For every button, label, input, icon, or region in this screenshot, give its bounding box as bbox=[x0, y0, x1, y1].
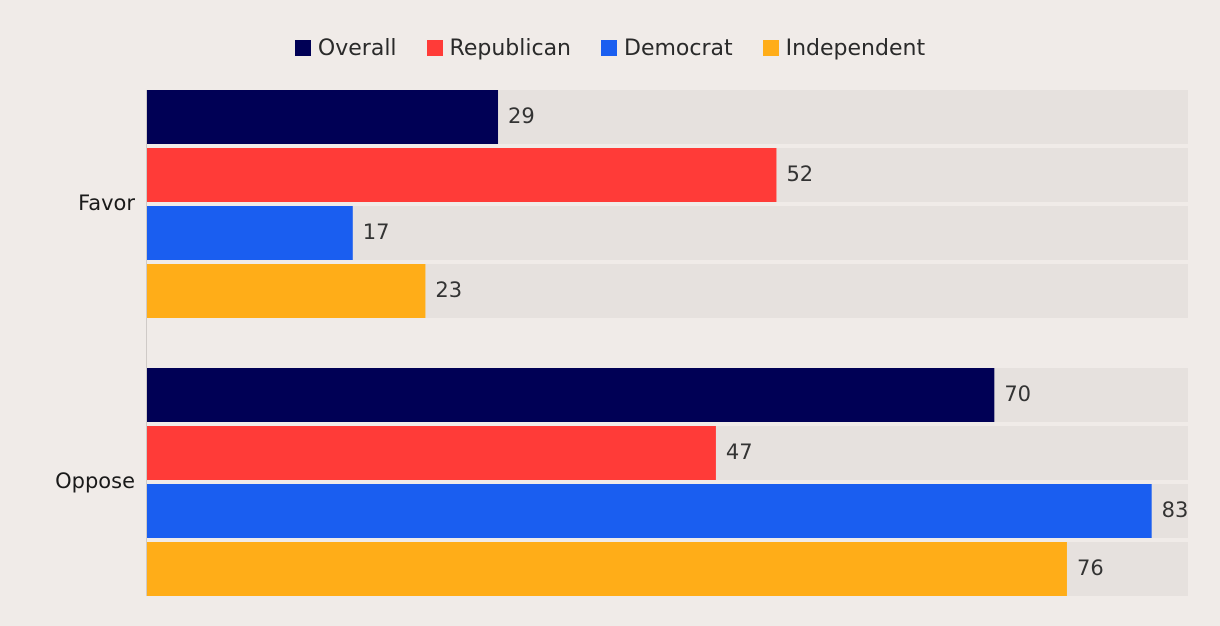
bar-oppose-overall bbox=[147, 368, 995, 422]
legend-label-republican: Republican bbox=[449, 35, 571, 61]
value-label-favor-democrat: 17 bbox=[363, 220, 390, 244]
legend-item-republican: Republican bbox=[426, 35, 571, 61]
bar-favor-democrat bbox=[147, 206, 353, 260]
value-label-oppose-democrat: 83 bbox=[1162, 498, 1189, 522]
bar-favor-overall bbox=[147, 90, 499, 144]
bar-oppose-independent bbox=[147, 542, 1067, 596]
legend-item-independent: Independent bbox=[762, 35, 926, 61]
legend-item-democrat: Democrat bbox=[601, 36, 733, 61]
legend-swatch-independent bbox=[762, 40, 779, 56]
legend-label-overall: Overall bbox=[317, 35, 397, 61]
value-label-favor-overall: 29 bbox=[508, 104, 535, 128]
category-label-oppose: Oppose bbox=[55, 469, 135, 493]
value-label-oppose-independent: 76 bbox=[1077, 556, 1104, 580]
legend-swatch-overall bbox=[294, 40, 311, 56]
legend-label-democrat: Democrat bbox=[624, 35, 733, 61]
value-label-oppose-overall: 70 bbox=[1004, 382, 1031, 406]
bar-favor-independent bbox=[147, 264, 426, 318]
bar-favor-republican bbox=[147, 148, 777, 202]
value-label-favor-republican: 52 bbox=[786, 162, 813, 186]
legend-label-independent: Independent bbox=[785, 35, 926, 61]
legend-swatch-republican bbox=[426, 40, 443, 56]
bar-oppose-republican bbox=[147, 426, 716, 480]
value-label-oppose-republican: 47 bbox=[726, 440, 753, 464]
legend-item-overall: Overall bbox=[294, 35, 397, 61]
category-label-favor: Favor bbox=[78, 191, 135, 215]
legend-swatch-democrat bbox=[601, 40, 617, 56]
legend: Overall Republican Democrat Independent bbox=[0, 32, 1220, 64]
bar-oppose-democrat bbox=[147, 484, 1152, 538]
value-label-favor-independent: 23 bbox=[435, 278, 462, 302]
